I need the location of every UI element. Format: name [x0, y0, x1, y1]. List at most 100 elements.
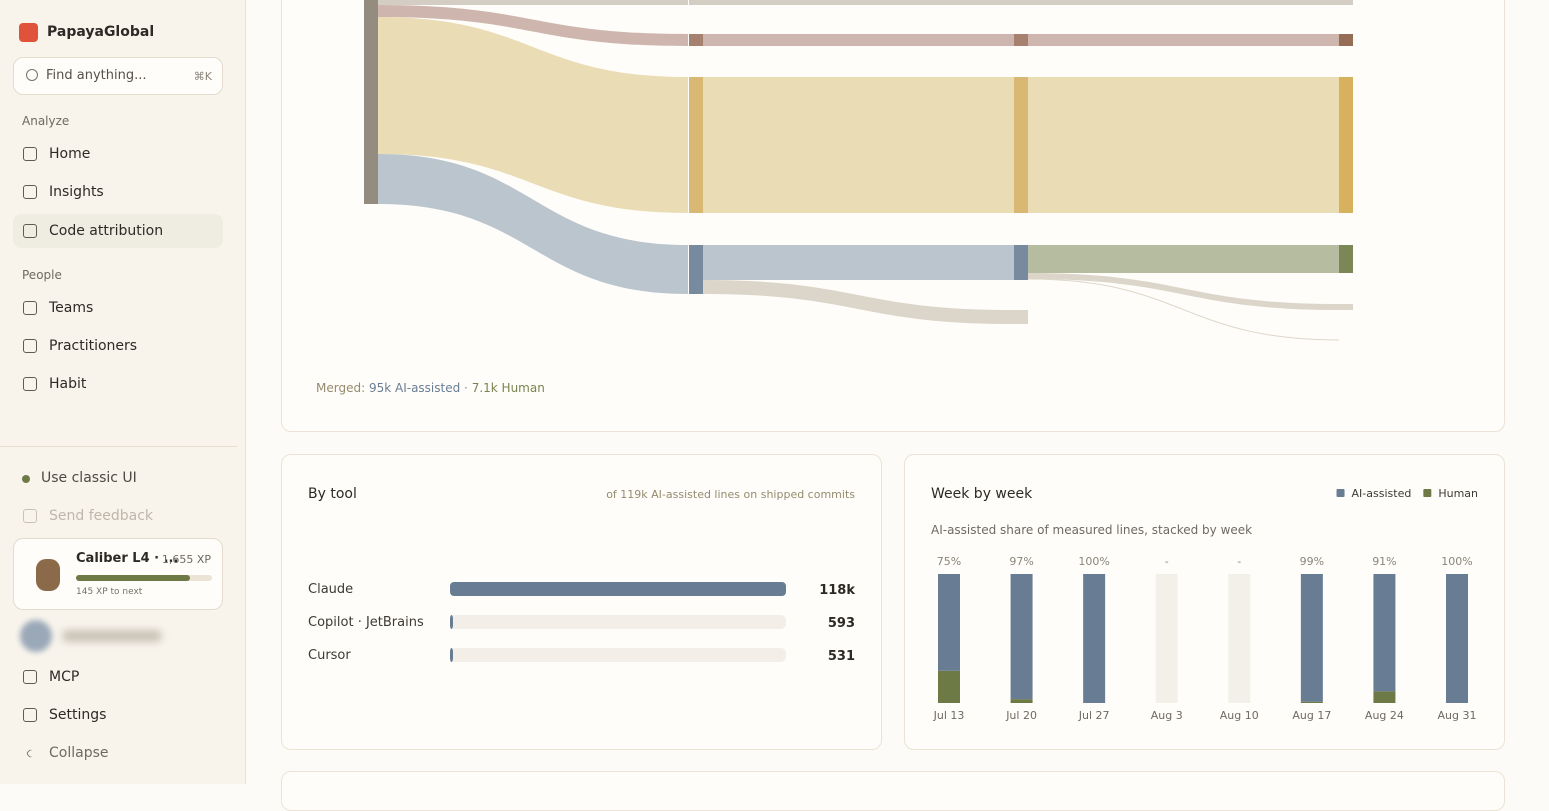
share-label: 100%	[1441, 555, 1472, 568]
bar-track	[450, 648, 786, 662]
tool-label: Cursor	[308, 648, 351, 663]
sankey	[364, 0, 1353, 341]
nav-label: MCP	[49, 669, 80, 685]
next-card	[281, 771, 1505, 811]
share-label: 100%	[1078, 555, 1109, 568]
bar-segment	[1010, 699, 1033, 703]
feedback[interactable]: Send feedback	[13, 499, 223, 533]
nav-label: Habit	[49, 376, 87, 392]
sankey-card: Merged: 95k AI-assisted · 7.1k Human	[281, 0, 1505, 432]
sankey-note: Merged: 95k AI-assisted · 7.1k Human	[316, 381, 545, 395]
tool-card: By tool of 119k AI-assisted lines on ship…	[281, 454, 882, 750]
section-title: Analyze	[22, 114, 70, 128]
bar-segment	[1373, 691, 1396, 703]
card-title: By tool	[308, 486, 357, 502]
page: PapayaGlobal Find anything... ⌘K Analyze…	[0, 0, 1505, 811]
search-shortcut: ⌘K	[193, 70, 212, 83]
profile-title: Caliber L4 · ...	[76, 551, 179, 566]
nav-label: Insights	[49, 184, 104, 200]
logo	[19, 23, 38, 42]
x-tick-label: Jul 13	[933, 709, 965, 722]
tool-chart: By tool of 119k AI-assisted lines on ship…	[308, 486, 855, 664]
nav-label: Home	[49, 146, 91, 162]
nav-item[interactable]: Settings	[13, 698, 223, 732]
share-label: 91%	[1372, 555, 1396, 568]
x-tick-label: Aug 24	[1365, 709, 1404, 722]
value-label: 118k	[819, 583, 855, 598]
user-name	[62, 630, 162, 642]
nav-label: Practitioners	[49, 338, 138, 354]
divider	[0, 446, 237, 447]
x-tick-label: Aug 31	[1438, 709, 1477, 722]
note-sep: ·	[464, 381, 468, 395]
bar-segment	[1373, 574, 1396, 692]
nav-label: Code attribution	[49, 223, 164, 239]
x-tick-label: Jul 20	[1005, 709, 1037, 722]
search-placeholder: Find anything...	[46, 68, 147, 83]
bar-track	[450, 615, 786, 629]
legend-swatch	[1336, 489, 1345, 497]
avatar	[36, 559, 60, 591]
card-subtitle: of 119k AI-assisted lines on shipped com…	[606, 488, 855, 501]
share-label: 97%	[1009, 555, 1033, 568]
search-box[interactable]: Find anything... ⌘K	[13, 57, 223, 95]
bar	[450, 615, 453, 629]
profile-xp: 1,655 XP	[161, 553, 211, 566]
section-title: People	[22, 268, 62, 282]
bar-segment	[1446, 574, 1468, 703]
empty-bar	[1155, 574, 1178, 703]
feedback-label: Send feedback	[49, 508, 154, 524]
legend-swatch	[1423, 489, 1432, 497]
note-human: 7.1k Human	[471, 381, 545, 395]
share-label: 75%	[937, 555, 961, 568]
nav-item[interactable]: Teams	[13, 291, 223, 325]
note-label: Merged:	[316, 381, 366, 395]
progress-bar	[76, 575, 191, 581]
user-avatar	[20, 620, 52, 652]
x-tick-label: Aug 17	[1292, 709, 1331, 722]
bar-segment	[1010, 574, 1033, 700]
bar-segment	[1083, 574, 1106, 703]
nav-item[interactable]: Practitioners	[13, 329, 223, 363]
nav-item[interactable]: Code attribution	[13, 214, 223, 248]
bar	[450, 582, 786, 596]
nav-label: Settings	[49, 707, 107, 723]
legend-label: Human	[1438, 487, 1478, 500]
x-tick-label: Aug 3	[1151, 709, 1183, 722]
nav-item[interactable]: Insights	[13, 175, 223, 209]
nav-item[interactable]: Habit	[13, 367, 223, 401]
tool-label: Claude	[308, 582, 353, 597]
share-label: -	[1237, 555, 1241, 568]
x-tick-label: Jul 27	[1078, 709, 1110, 722]
nav-item[interactable]: MCP	[13, 660, 223, 694]
note-ai: 95k AI-assisted	[368, 381, 461, 395]
week-card: Week by week AI-assisted share of measure…	[904, 454, 1505, 750]
sidebar: PapayaGlobal Find anything... ⌘K Analyze…	[0, 0, 246, 784]
tool-label: Copilot · JetBrains	[308, 615, 424, 630]
classic-ui[interactable]: Use classic UI	[41, 470, 137, 486]
share-label: -	[1165, 555, 1169, 568]
bar-segment	[1300, 701, 1323, 703]
brand: PapayaGlobal	[47, 24, 155, 40]
card-subtitle: AI-assisted share of measured lines, sta…	[931, 523, 1252, 537]
progress-track	[76, 575, 212, 581]
bar-segment	[1300, 574, 1323, 702]
value-label: 593	[828, 616, 855, 631]
legend-label: AI-assisted	[1352, 487, 1412, 500]
nav-label: Teams	[49, 300, 94, 316]
empty-bar	[1228, 574, 1251, 703]
nav-label: Collapse	[49, 745, 109, 761]
profile-next: 145 XP to next	[76, 587, 143, 597]
nav-item[interactable]: Collapse	[13, 736, 223, 770]
status-dot	[22, 475, 30, 483]
card-title: Week by week	[931, 486, 1033, 502]
share-label: 99%	[1300, 555, 1324, 568]
nav-item[interactable]: Home	[13, 137, 223, 171]
value-label: 531	[828, 649, 855, 664]
bar-segment	[938, 670, 960, 703]
x-tick-label: Aug 10	[1220, 709, 1259, 722]
bar-segment	[938, 574, 960, 671]
bar	[450, 648, 453, 662]
week-chart: Week by week AI-assisted share of measure…	[931, 486, 1478, 722]
profile-card[interactable]: Caliber L4 · ... 1,655 XP 145 XP to next	[13, 538, 223, 610]
